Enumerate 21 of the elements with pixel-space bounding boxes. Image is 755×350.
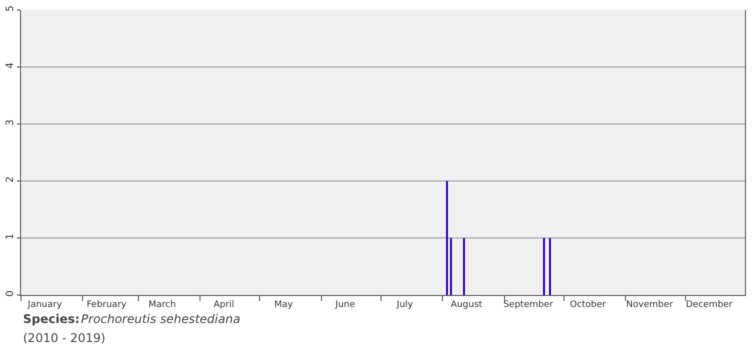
- x-tick-label: April: [214, 300, 234, 310]
- text: Prochoreutis sehestediana: [81, 312, 240, 326]
- x-tick-label: February: [86, 300, 128, 310]
- x-tick-label: November: [626, 300, 674, 310]
- x-tick-label: September: [503, 300, 554, 310]
- x-tick-label: December: [686, 300, 733, 310]
- text: (2010 - 2019): [23, 331, 106, 345]
- text: Species:: [23, 312, 80, 326]
- y-tick-label: 0: [5, 290, 16, 297]
- x-tick-label: May: [274, 300, 294, 310]
- y-tick-label: 1: [5, 233, 16, 240]
- y-tick-label: 4: [5, 62, 16, 69]
- x-tick-label: October: [570, 300, 606, 310]
- y-tick-label: 5: [5, 5, 16, 12]
- x-tick-label: March: [148, 300, 176, 310]
- x-tick-label: August: [450, 300, 483, 310]
- y-tick-label: 2: [5, 176, 16, 183]
- y-tick-label: 3: [5, 119, 16, 126]
- x-tick-label: June: [334, 300, 356, 310]
- x-tick-label: July: [396, 300, 414, 310]
- x-tick-label: January: [26, 300, 63, 310]
